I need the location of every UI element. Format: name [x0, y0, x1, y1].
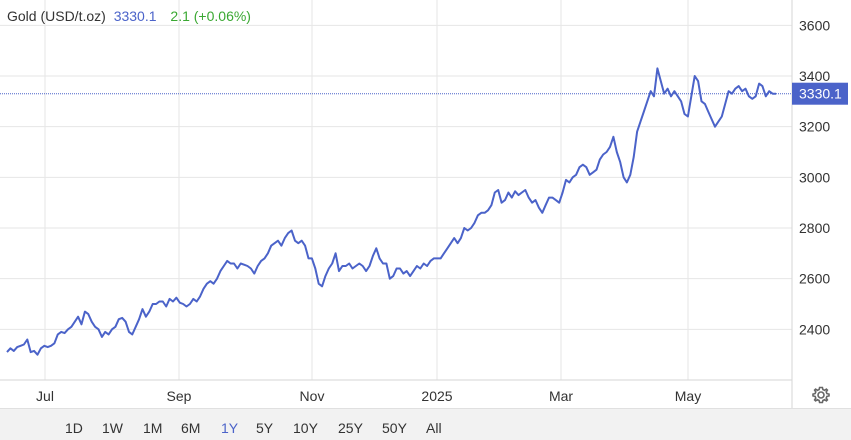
y-tick-label: 3000 [799, 169, 830, 185]
last-value-badge-bg [792, 82, 848, 105]
grid-lines [0, 0, 792, 380]
x-tick-label: Nov [300, 388, 325, 404]
y-tick-label: 2600 [799, 271, 830, 287]
range-5y-button[interactable]: 5Y [256, 420, 274, 436]
series-line [6, 67, 776, 356]
price-chart[interactable]: Jul Sep Nov 2025 Mar May 2400 2600 2800 3000 3200… [0, 0, 851, 408]
last-value-badge: 3330.1 [792, 82, 848, 105]
y-tick-labels: 2400 2600 2800 3000 3200 3400 3600 [799, 17, 830, 337]
x-tick-label: May [675, 388, 701, 404]
x-tick-label: 2025 [421, 388, 452, 404]
range-1y-button[interactable]: 1Y [221, 420, 239, 436]
range-6m-button[interactable]: 6M [181, 420, 201, 436]
price-change: 2.1 (+0.06%) [170, 8, 251, 24]
x-tick-labels: Jul Sep Nov 2025 Mar May [36, 388, 701, 404]
range-25y-button[interactable]: 25Y [338, 420, 363, 436]
y-tick-label: 3200 [799, 119, 830, 135]
x-tick-label: Sep [167, 388, 192, 404]
last-value-label: 3330.1 [799, 86, 842, 102]
y-tick-label: 2400 [799, 321, 830, 337]
chart-header: Gold (USD/t.oz) 3330.1 2.1 (+0.06%) [7, 8, 251, 24]
gear-icon[interactable] [810, 384, 832, 406]
plot-area [0, 0, 792, 380]
range-10y-button[interactable]: 10Y [293, 420, 318, 436]
x-tick-label: Mar [549, 388, 573, 404]
range-1m-button[interactable]: 1M [143, 420, 163, 436]
range-all-button[interactable]: All [426, 420, 442, 436]
y-tick-label: 3400 [799, 68, 830, 84]
range-1d-button[interactable]: 1D [65, 420, 83, 436]
last-price: 3330.1 [113, 8, 157, 24]
x-tick-label: Jul [36, 388, 54, 404]
range-50y-button[interactable]: 50Y [382, 420, 407, 436]
range-selector: 1D 1W 1M 6M 1Y 5Y 10Y 25Y 50Y All [0, 408, 851, 440]
y-tick-label: 2800 [799, 220, 830, 236]
instrument-name: Gold (USD/t.oz) [7, 8, 106, 24]
y-tick-label: 3600 [799, 17, 830, 33]
range-1w-button[interactable]: 1W [102, 420, 123, 436]
